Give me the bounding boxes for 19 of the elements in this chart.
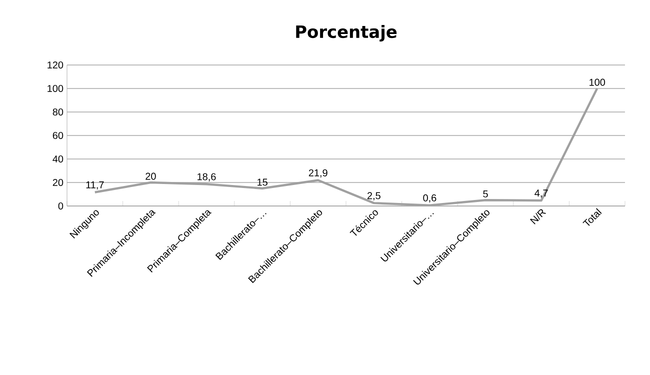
data-label: 18,6 [198,173,216,182]
x-tick-label: N/R [530,209,546,224]
y-tick-label: 0 [58,202,64,210]
data-label: 2,5 [367,192,380,200]
y-tick-label: 60 [52,132,64,140]
data-label: 5 [483,190,488,198]
y-tick-label: 100 [48,84,64,92]
y-tick-label: 40 [52,155,64,163]
y-tick-label: 80 [52,108,64,116]
data-label: 21,9 [308,169,328,178]
y-tick-label: 20 [52,178,64,186]
data-label: 100 [590,78,606,86]
data-label: 4,7 [534,190,548,198]
data-label: 11,7 [86,181,104,190]
data-label: 20 [146,172,156,180]
data-label: 0,6 [423,194,436,203]
chart-title: Porcentaje [296,24,397,42]
data-label: 15 [258,178,268,186]
y-tick-label: 120 [48,61,64,69]
